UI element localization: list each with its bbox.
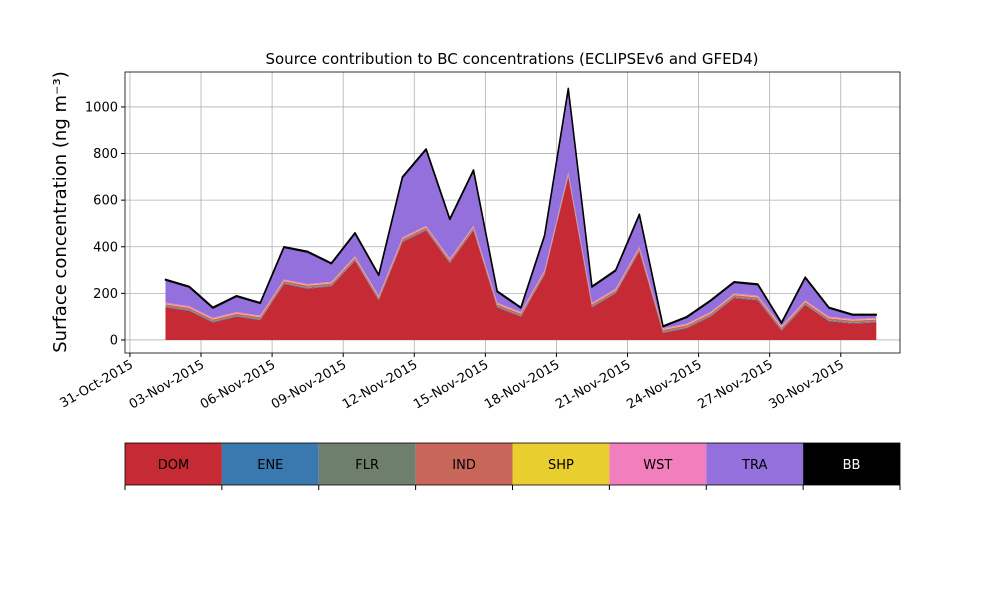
y-tick-label: 200 bbox=[93, 287, 118, 302]
x-tick-label: 06-Nov-2015 bbox=[198, 357, 278, 412]
x-tick-label: 09-Nov-2015 bbox=[269, 357, 349, 412]
legend-swatch bbox=[318, 443, 416, 485]
plot-frame bbox=[124, 71, 901, 354]
y-tick-label: 0 bbox=[110, 333, 118, 348]
legend-label: ENE bbox=[257, 458, 283, 473]
y-tick-label: 600 bbox=[93, 194, 118, 209]
legend-label: TRA bbox=[741, 458, 767, 473]
legend-swatch bbox=[609, 443, 707, 485]
x-tick-label: 15-Nov-2015 bbox=[411, 357, 491, 412]
legend-swatch bbox=[221, 443, 319, 485]
legend-label: DOM bbox=[158, 458, 189, 473]
x-tick-label: 21-Nov-2015 bbox=[553, 357, 633, 412]
legend-label: SHP bbox=[548, 458, 574, 473]
y-tick-label: 400 bbox=[93, 240, 118, 255]
area bbox=[165, 89, 877, 329]
legend-label: WST bbox=[643, 458, 672, 473]
area bbox=[165, 176, 877, 340]
legend-label: BB bbox=[843, 458, 861, 473]
area bbox=[164, 87, 878, 328]
legend-swatch bbox=[706, 443, 804, 485]
x-tick-label: 30-Nov-2015 bbox=[766, 357, 846, 412]
legend-label: FLR bbox=[355, 458, 379, 473]
x-tick-label: 18-Nov-2015 bbox=[482, 357, 562, 412]
legend-swatch bbox=[803, 443, 900, 485]
chart-title: Source contribution to BC concentrations… bbox=[265, 50, 758, 68]
x-tick-label: 27-Nov-2015 bbox=[695, 357, 775, 412]
legend-swatch bbox=[125, 443, 222, 485]
legend-label: IND bbox=[452, 458, 476, 473]
x-tick-label: 12-Nov-2015 bbox=[340, 357, 420, 412]
legend-swatch bbox=[415, 443, 513, 485]
y-axis-label: Surface concentration (ng m⁻³) bbox=[50, 71, 71, 353]
y-tick-label: 1000 bbox=[85, 100, 118, 115]
y-tick-label: 800 bbox=[93, 147, 118, 162]
x-tick-label: 31-Oct-2015 bbox=[58, 357, 136, 411]
legend-swatch bbox=[512, 443, 610, 485]
x-tick-label: 03-Nov-2015 bbox=[127, 357, 207, 412]
x-tick-label: 24-Nov-2015 bbox=[624, 357, 704, 412]
legend-frame bbox=[124, 442, 901, 486]
